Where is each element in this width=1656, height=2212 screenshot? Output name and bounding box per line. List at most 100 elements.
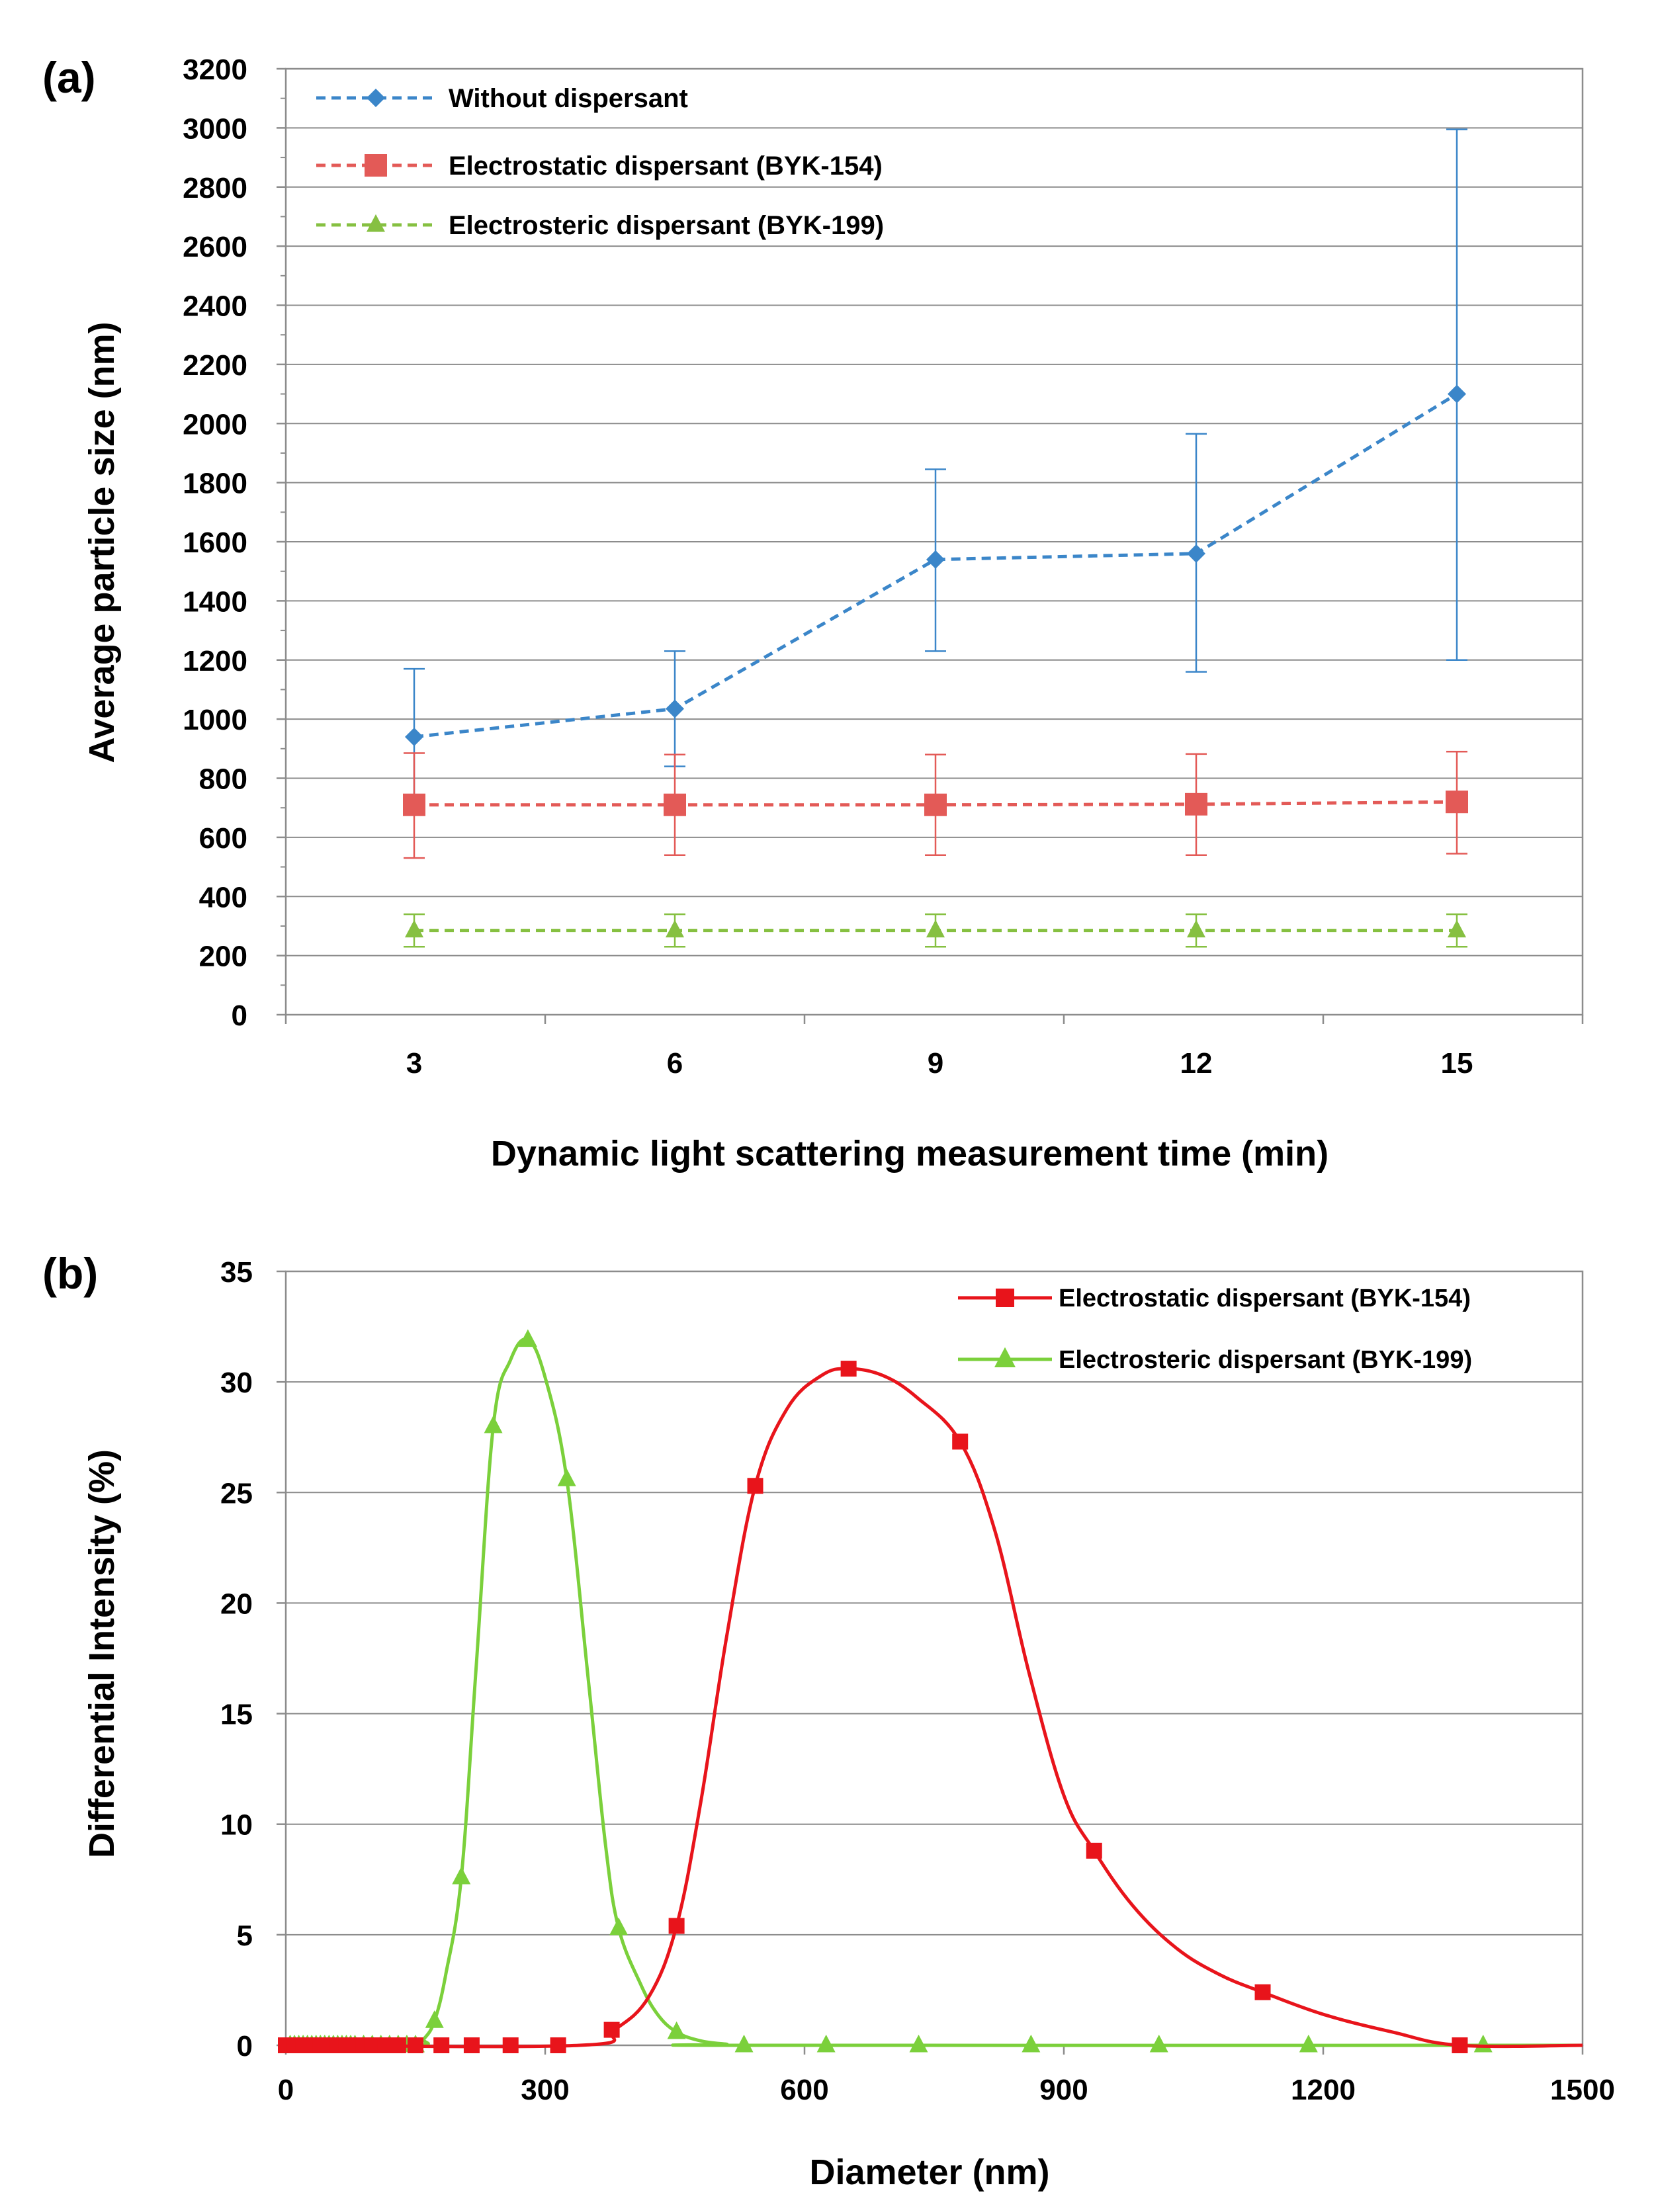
panel-b-legend: Electrostatic dispersant (BYK-154) Electr… xyxy=(958,1285,1472,1374)
data-point xyxy=(502,2037,519,2053)
legend-marker-1 xyxy=(994,1347,1016,1367)
y-tick-label-1400: 1400 xyxy=(183,585,247,618)
x-tick-label-9: 9 xyxy=(928,1047,943,1080)
data-point xyxy=(666,919,684,938)
x-tick-label-900: 900 xyxy=(1039,2074,1088,2106)
data-point xyxy=(666,699,684,718)
data-point xyxy=(425,2010,444,2028)
data-point xyxy=(1299,2034,1318,2053)
legend-label-2: Electrosteric dispersant (BYK-199) xyxy=(449,211,884,240)
y-tick-label-5: 5 xyxy=(237,1920,253,1952)
data-point xyxy=(952,1433,969,1450)
panel-b-y-axis-title: Differential Intensity (%) xyxy=(82,1449,122,1858)
data-point xyxy=(518,1329,537,1347)
data-point xyxy=(463,2037,480,2053)
y-tick-label-25: 25 xyxy=(220,1477,253,1510)
panel-a: (a) 0 200 400 600 800 1000 1200 1400 1600 1800 200… xyxy=(42,53,1584,1173)
data-point xyxy=(390,2037,406,2053)
x-tick-label-1200: 1200 xyxy=(1291,2074,1356,2106)
y-tick-label-2600: 2600 xyxy=(183,231,247,263)
data-point xyxy=(909,2034,928,2053)
panel-b-series xyxy=(278,1329,1583,2053)
panel-b-y-ticks: 0 5 10 15 20 25 30 35 xyxy=(220,1256,286,2063)
data-point xyxy=(1446,790,1468,814)
data-point xyxy=(408,2037,423,2053)
y-tick-label-400: 400 xyxy=(199,881,247,914)
x-tick-label-15: 15 xyxy=(1441,1047,1473,1080)
y-tick-label-2200: 2200 xyxy=(183,349,247,382)
x-tick-label-1500: 1500 xyxy=(1550,2074,1615,2106)
data-point xyxy=(1254,1984,1271,2000)
series-a-0 xyxy=(404,128,1467,809)
y-tick-label-1800: 1800 xyxy=(183,468,247,500)
y-tick-label-15: 15 xyxy=(220,1699,253,1731)
legend-marker-0 xyxy=(996,1289,1014,1307)
panel-b-x-ticks: 0 300 600 900 1200 1500 xyxy=(278,2045,1615,2106)
y-tick-label-2800: 2800 xyxy=(183,172,247,204)
data-point xyxy=(1149,2034,1168,2053)
y-tick-label-1600: 1600 xyxy=(183,527,247,559)
series-curve xyxy=(285,1338,1583,2048)
data-point xyxy=(405,919,423,938)
data-point xyxy=(433,2037,450,2053)
y-tick-label-10: 10 xyxy=(220,1809,253,1842)
data-point xyxy=(1448,384,1466,404)
legend-label-0: Electrostatic dispersant (BYK-154) xyxy=(1059,1285,1471,1312)
panel-b-label: (b) xyxy=(42,1249,98,1298)
y-tick-label-35: 35 xyxy=(220,1256,253,1289)
y-tick-label-2400: 2400 xyxy=(183,290,247,323)
y-tick-label-200: 200 xyxy=(199,941,247,973)
y-tick-label-0: 0 xyxy=(232,1000,247,1032)
series-line xyxy=(414,392,1458,739)
data-point xyxy=(1448,919,1466,938)
legend-marker-0 xyxy=(367,89,385,107)
data-point xyxy=(664,793,686,816)
y-tick-label-20: 20 xyxy=(220,1588,253,1620)
panel-a-label: (a) xyxy=(42,53,96,102)
x-tick-label-6: 6 xyxy=(667,1047,683,1080)
series-a-1 xyxy=(403,751,1468,859)
data-point xyxy=(667,2021,686,2039)
legend-label-1: Electrosteric dispersant (BYK-199) xyxy=(1059,1346,1472,1374)
data-point xyxy=(668,1918,685,1934)
data-point xyxy=(609,1917,629,1936)
y-tick-label-2000: 2000 xyxy=(183,408,247,441)
y-tick-label-600: 600 xyxy=(199,822,247,855)
data-point xyxy=(926,919,945,938)
data-point xyxy=(1185,792,1207,816)
data-point xyxy=(603,2021,620,2038)
series-b-1 xyxy=(281,1329,1583,2053)
series-b-0 xyxy=(278,1361,1583,2053)
x-tick-label-0: 0 xyxy=(278,2074,294,2106)
x-tick-label-600: 600 xyxy=(780,2074,828,2106)
data-point xyxy=(452,1866,471,1885)
x-tick-label-300: 300 xyxy=(521,2074,569,2106)
legend-label-0: Without dispersant xyxy=(449,84,688,113)
legend-marker-1 xyxy=(365,154,387,177)
data-point xyxy=(734,2034,754,2053)
data-point xyxy=(1022,2034,1041,2053)
data-point xyxy=(924,793,947,816)
legend-label-1: Electrostatic dispersant (BYK-154) xyxy=(449,151,883,181)
data-point xyxy=(550,2037,566,2053)
y-tick-label-30: 30 xyxy=(220,1367,253,1399)
panel-a-series xyxy=(403,128,1468,948)
y-tick-label-3200: 3200 xyxy=(183,54,247,86)
y-tick-label-1000: 1000 xyxy=(183,704,247,736)
panel-a-y-axis-title: Average particle size (nm) xyxy=(82,321,122,763)
data-point xyxy=(484,1415,503,1433)
y-tick-label-800: 800 xyxy=(199,763,247,796)
data-point xyxy=(557,1468,576,1486)
data-point xyxy=(840,1361,857,1377)
legend-marker-2 xyxy=(367,214,385,232)
series-a-2 xyxy=(404,913,1467,948)
series-curve xyxy=(285,1367,1583,2049)
y-tick-label-1200: 1200 xyxy=(183,645,247,677)
panel-a-legend: Without dispersant Electrostatic dispersa… xyxy=(316,84,884,240)
data-point xyxy=(926,550,945,569)
panel-b: (b) 0 5 10 15 20 25 30 35 0 300 600 900 1200 1500 Di… xyxy=(42,1249,1615,2192)
data-point xyxy=(1187,544,1205,563)
data-point xyxy=(1473,2034,1493,2053)
panel-a-gridlines xyxy=(286,127,1583,957)
panel-b-plot-frame xyxy=(284,1270,1584,2047)
